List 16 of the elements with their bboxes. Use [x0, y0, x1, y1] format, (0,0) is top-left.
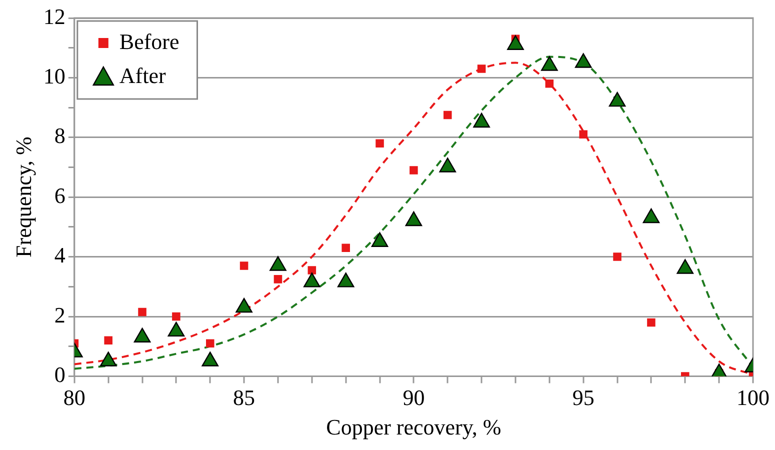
y-tick-label: 12: [43, 4, 66, 29]
x-tick-label: 80: [63, 385, 86, 410]
x-axis-title: Copper recovery, %: [326, 414, 502, 440]
y-tick-label: 2: [54, 302, 66, 328]
x-tick-label: 90: [402, 385, 425, 410]
x-tick-label: 85: [233, 385, 256, 410]
y-tick-label: 4: [54, 242, 66, 268]
y-axis-title: Frequency, %: [10, 136, 36, 258]
y-tick-label: 10: [43, 63, 66, 88]
x-tick-label: 100: [736, 385, 770, 410]
y-tick-label: 0: [54, 362, 66, 387]
legend-label: Before: [119, 28, 180, 54]
y-tick-label: 8: [54, 123, 66, 148]
x-tick-label: 95: [572, 385, 594, 410]
legend-label: After: [119, 62, 166, 88]
y-tick-label: 6: [54, 182, 66, 208]
